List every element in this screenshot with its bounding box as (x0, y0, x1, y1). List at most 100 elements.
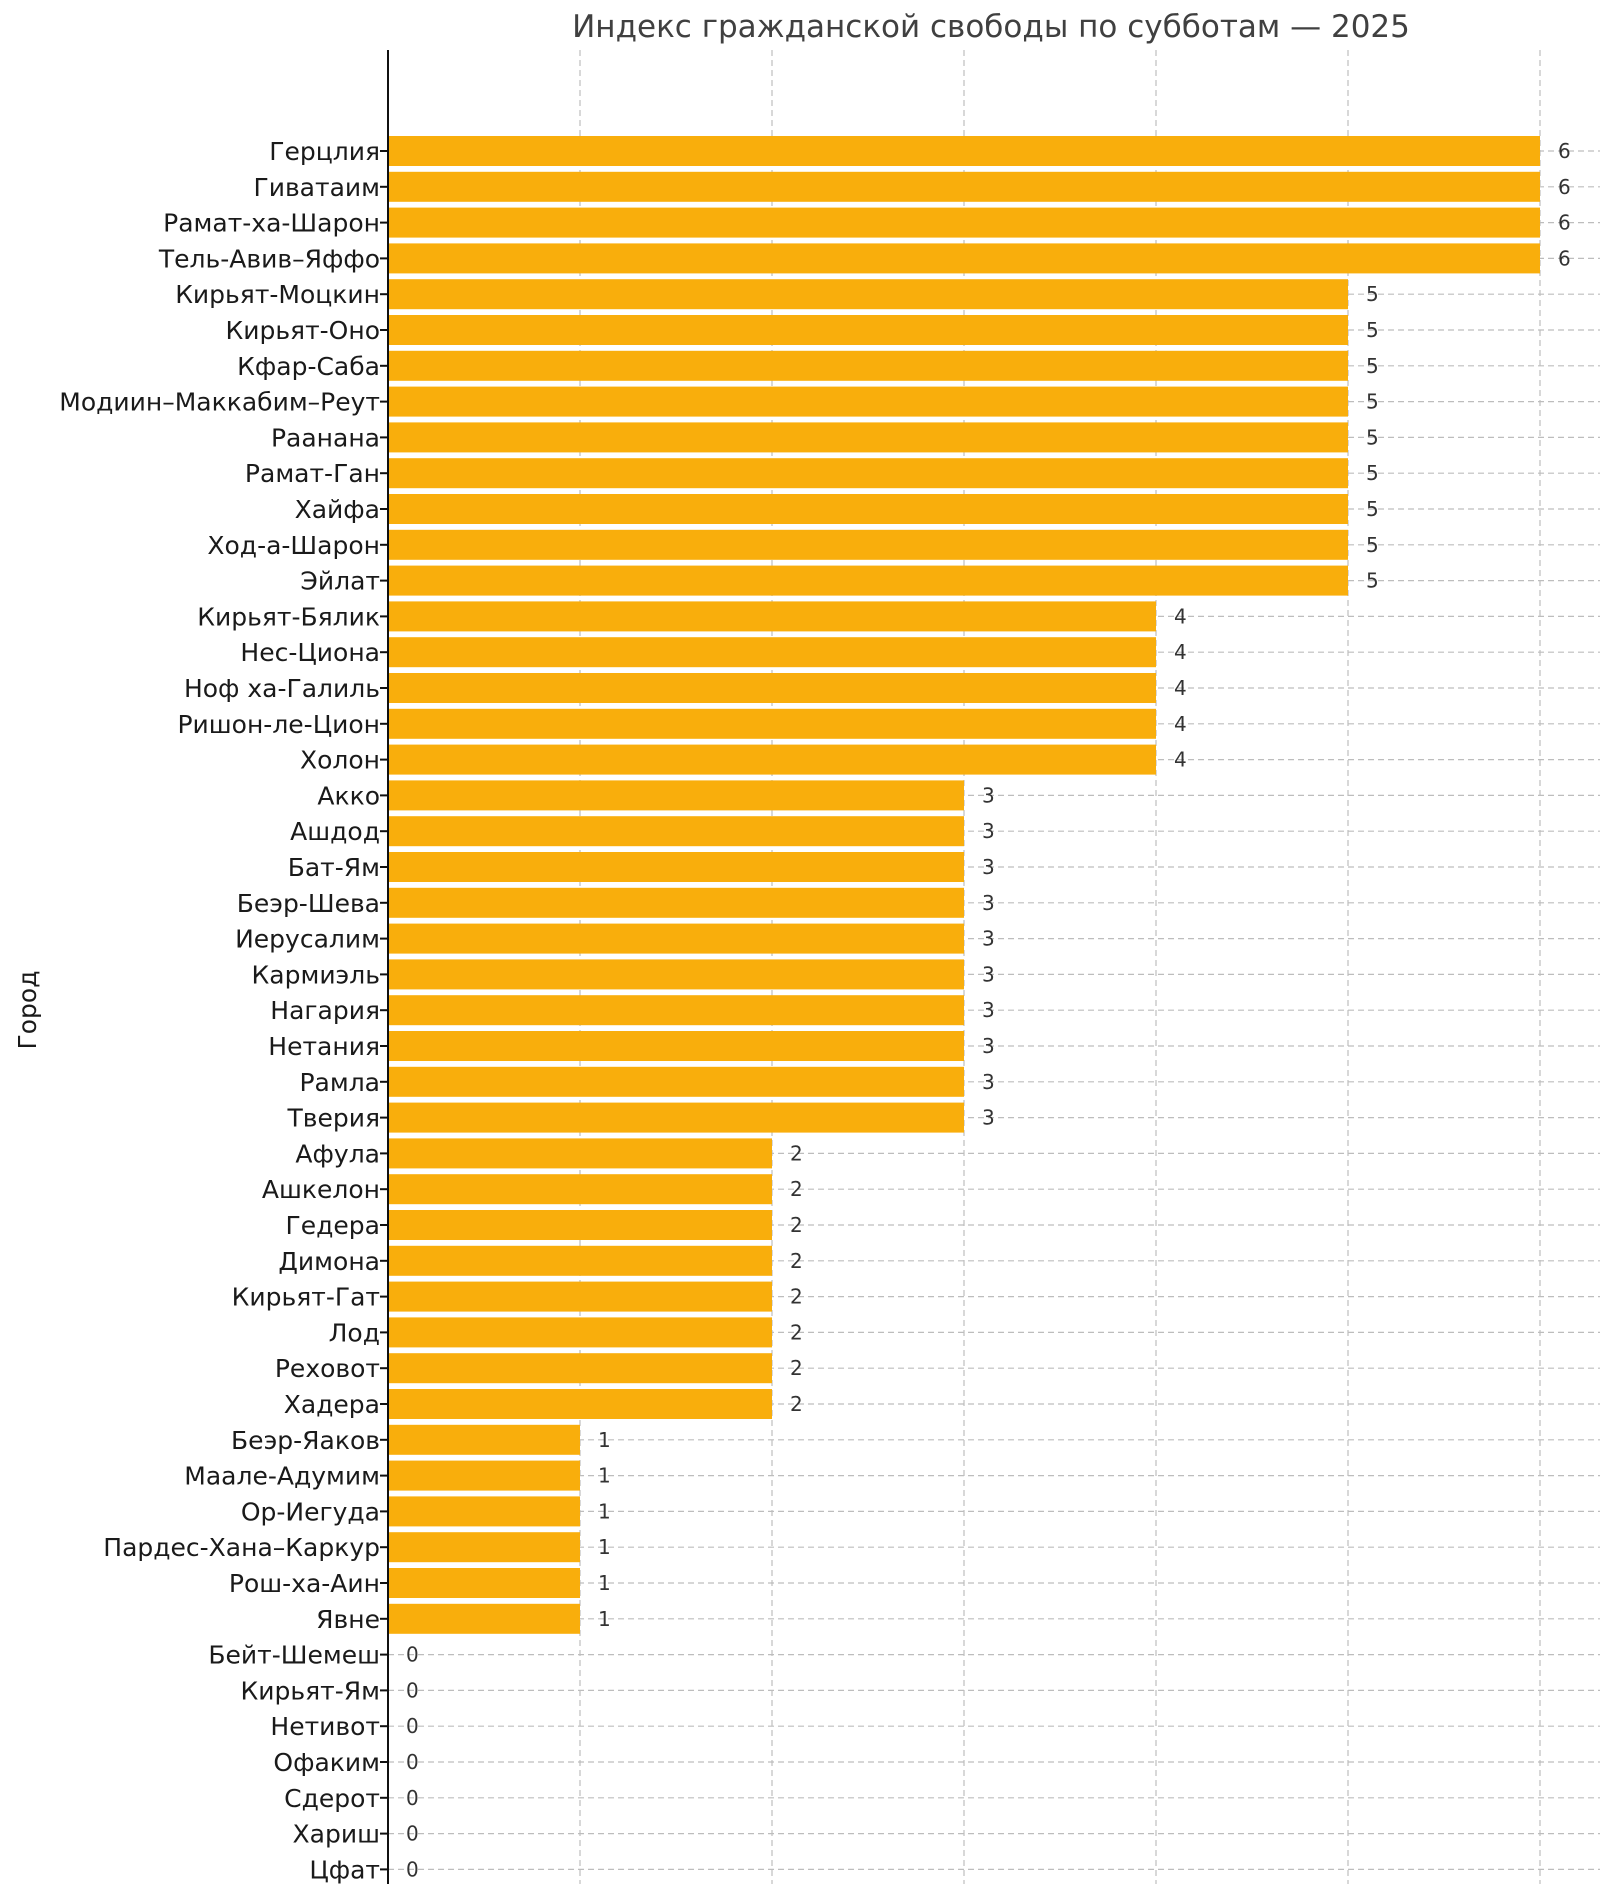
bar (388, 529, 1348, 560)
data-label: 1 (598, 1428, 611, 1452)
category-label: Цфат (309, 1855, 380, 1884)
bar (388, 207, 1540, 238)
bar (388, 386, 1348, 417)
bar (388, 1066, 964, 1097)
data-label: 2 (790, 1285, 803, 1309)
category-label: Гиватаим (253, 173, 380, 202)
data-label: 2 (790, 1249, 803, 1273)
y-axis-label: Город (13, 971, 42, 1050)
category-label: Иерусалим (235, 925, 380, 954)
bar (388, 1102, 964, 1133)
data-label: 0 (406, 1750, 419, 1774)
data-label: 0 (406, 1714, 419, 1738)
category-label: Рамат-ха-Шарон (163, 209, 380, 238)
bar (388, 422, 1348, 453)
data-label: 5 (1366, 533, 1379, 557)
data-label: 6 (1558, 211, 1571, 235)
category-label: Ашдод (290, 817, 380, 846)
data-label: 2 (790, 1177, 803, 1201)
category-label: Рамат-Ган (245, 459, 380, 488)
data-label: 0 (406, 1822, 419, 1846)
category-label: Кфар-Саба (237, 352, 380, 381)
data-label: 0 (406, 1786, 419, 1810)
data-label: 0 (406, 1678, 419, 1702)
bar (388, 959, 964, 990)
data-label: 5 (1366, 318, 1379, 342)
category-label: Пардес-Хана–Каркур (103, 1533, 380, 1562)
category-label: Беэр-Шева (237, 889, 380, 918)
data-label: 1 (598, 1535, 611, 1559)
bar (388, 708, 1156, 739)
data-label: 6 (1558, 175, 1571, 199)
data-label: 4 (1174, 748, 1187, 772)
category-label: Бейт-Шемеш (208, 1641, 380, 1670)
data-label: 4 (1174, 676, 1187, 700)
category-label: Нетивот (270, 1712, 380, 1741)
category-label: Рош-ха-Аин (229, 1569, 380, 1598)
bar (388, 852, 964, 882)
bar (388, 923, 964, 954)
bar (388, 816, 964, 847)
data-label: 5 (1366, 425, 1379, 449)
category-label: Афула (295, 1139, 380, 1168)
category-label: Кирьят-Оно (225, 316, 380, 345)
category-label: Ор-Иегуда (241, 1497, 380, 1526)
chart-title: Индекс гражданской свободы по субботам —… (572, 9, 1410, 45)
category-label: Ришон-ле-Цион (177, 710, 380, 739)
bar (388, 780, 964, 811)
category-label: Герцлия (269, 137, 380, 166)
bar (388, 637, 1156, 668)
category-label: Модиин–Маккабим–Реут (59, 388, 380, 417)
data-label: 5 (1366, 569, 1379, 593)
bar (388, 1210, 772, 1240)
category-label: Нетания (268, 1032, 380, 1061)
bar (388, 1245, 772, 1276)
bar (388, 315, 1348, 345)
category-label: Бат-Ям (288, 853, 380, 882)
data-label: 4 (1174, 604, 1187, 628)
category-label: Ашкелон (262, 1175, 380, 1204)
data-label: 4 (1174, 640, 1187, 664)
bar (388, 136, 1540, 166)
bar (388, 1568, 580, 1598)
category-label: Ход-а-Шарон (207, 531, 380, 560)
bar (388, 673, 1156, 703)
bar (388, 887, 964, 918)
data-label: 6 (1558, 246, 1571, 270)
category-label: Хадера (284, 1390, 380, 1419)
category-label: Реховот (275, 1354, 380, 1383)
data-label: 5 (1366, 282, 1379, 306)
bar (388, 1317, 772, 1348)
data-label: 2 (790, 1141, 803, 1165)
bar (388, 1424, 580, 1455)
data-label: 1 (598, 1607, 611, 1631)
bar (388, 1031, 964, 1061)
category-label: Нагария (270, 996, 380, 1025)
bar (388, 1603, 580, 1634)
bar (388, 995, 964, 1026)
bar (388, 171, 1540, 202)
bar (388, 1496, 580, 1527)
bar (388, 601, 1156, 632)
data-label: 6 (1558, 139, 1571, 163)
category-label: Кирьят-Моцкин (175, 280, 380, 309)
data-label: 3 (982, 855, 995, 879)
data-label: 5 (1366, 354, 1379, 378)
category-label: Тверия (286, 1104, 380, 1133)
data-label: 5 (1366, 461, 1379, 485)
category-label: Маале-Адумим (184, 1462, 380, 1491)
category-label: Беэр-Яаков (231, 1426, 380, 1455)
bar (388, 458, 1348, 489)
category-label: Рамла (299, 1068, 380, 1097)
bar (388, 1174, 772, 1205)
category-label: Димона (278, 1247, 380, 1276)
category-label: Сдерот (284, 1784, 380, 1813)
data-label: 3 (982, 927, 995, 951)
category-label: Тель-Авив–Яффо (158, 244, 380, 273)
data-label: 1 (598, 1499, 611, 1523)
data-label: 3 (982, 1070, 995, 1094)
bar (388, 1532, 580, 1563)
data-label: 3 (982, 998, 995, 1022)
